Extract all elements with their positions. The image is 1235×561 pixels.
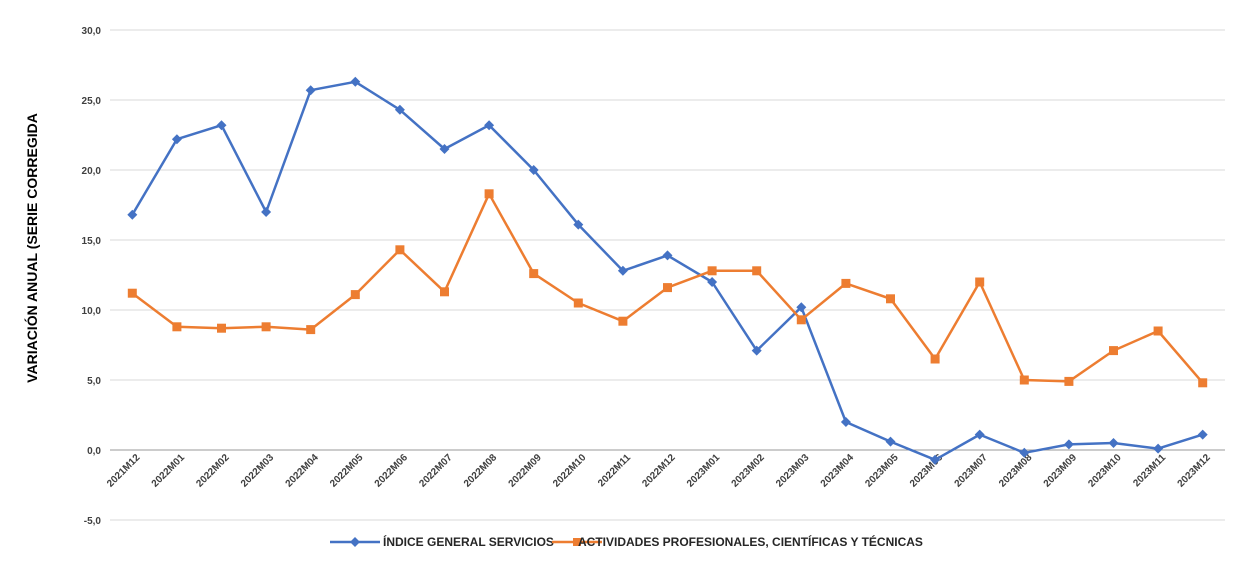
data-point-square: [930, 354, 940, 364]
data-point-square: [573, 298, 583, 308]
data-point-square: [796, 315, 806, 325]
y-tick-label: 10,0: [82, 306, 102, 317]
y-tick-label: 15,0: [82, 236, 102, 247]
data-point-square: [752, 266, 762, 276]
data-point-diamond: [930, 454, 941, 465]
x-tick-label: 2023M04: [819, 452, 857, 490]
data-point-diamond: [1108, 438, 1119, 448]
data-point-diamond: [484, 120, 495, 131]
x-tick-label: 2022M05: [328, 452, 366, 490]
data-point-diamond: [216, 120, 227, 131]
legend-label: ÍNDICE GENERAL SERVICIOS: [383, 534, 554, 549]
data-point-diamond: [617, 265, 628, 276]
x-tick-label: 2022M01: [150, 452, 188, 490]
data-point-square: [395, 245, 405, 255]
x-tick-label: 2023M09: [1042, 452, 1080, 490]
data-point-square: [306, 325, 316, 335]
data-point-square: [841, 278, 851, 288]
data-point-diamond: [573, 219, 584, 230]
series-line: [131, 80, 1204, 462]
x-tick-label: 2023M05: [863, 452, 901, 490]
legend-label: ACTIVIDADES PROFESIONALES, CIENTÍFICAS Y…: [578, 534, 923, 549]
legend-marker-square: [573, 538, 581, 546]
data-point-diamond: [305, 85, 316, 96]
data-point-square: [1153, 326, 1163, 336]
data-point-square: [1019, 375, 1029, 385]
data-point-square: [127, 288, 137, 298]
x-tick-label: 2023M08: [997, 452, 1035, 490]
data-point-square: [886, 294, 895, 304]
x-tick-label: 2022M06: [373, 452, 411, 490]
data-point-diamond: [885, 436, 896, 447]
data-point-square: [261, 322, 271, 332]
data-point-diamond: [662, 250, 673, 261]
legend-item-indice-general: ÍNDICE GENERAL SERVICIOS: [330, 534, 554, 549]
x-tick-label: 2022M08: [462, 452, 500, 490]
data-point-square: [1198, 378, 1208, 388]
data-point-square: [1064, 376, 1074, 386]
x-tick-label: 2023M11: [1131, 452, 1168, 489]
y-tick-label: 0,0: [87, 446, 101, 457]
data-point-diamond: [261, 207, 272, 217]
data-point-square: [217, 323, 226, 333]
gridlines: [110, 29, 1225, 521]
y-tick-label: 20,0: [82, 166, 102, 177]
data-point-diamond: [1197, 429, 1208, 440]
x-tick-label: 2022M11: [596, 452, 633, 489]
x-tick-label: 2023M07: [953, 452, 991, 490]
x-tick-label: 2022M02: [194, 452, 232, 490]
x-tick-label: 2022M04: [284, 452, 322, 490]
series-1: [127, 189, 1208, 388]
data-point-diamond: [350, 76, 361, 87]
data-point-diamond: [394, 104, 405, 115]
x-tick-label: 2022M07: [417, 452, 455, 490]
y-tick-label: 5,0: [87, 376, 101, 387]
data-point-square: [1109, 346, 1118, 356]
y-tick-label: 30,0: [82, 26, 102, 37]
x-tick-label: 2023M01: [685, 452, 723, 490]
data-point-diamond: [840, 417, 851, 427]
data-point-diamond: [1019, 447, 1030, 458]
data-point-diamond: [1153, 443, 1164, 454]
data-point-square: [707, 266, 717, 276]
data-point-diamond: [439, 144, 450, 154]
y-tick-label: 25,0: [82, 96, 102, 107]
x-tick-label: 2023M12: [1176, 452, 1214, 490]
data-point-diamond: [528, 165, 539, 175]
y-axis-ticks: 30,0 25,0 20,0 15,0 10,0 5,0 0,0 -5,0: [82, 26, 102, 527]
legend-marker-diamond: [350, 537, 360, 547]
legend: ÍNDICE GENERAL SERVICIOS ACTIVIDADES PRO…: [330, 534, 923, 549]
x-axis-ticks: 2021M12 2022M01 2022M02 2022M03 2022M04 2022M…: [105, 452, 1213, 490]
data-point-square: [440, 287, 449, 297]
data-point-square: [350, 290, 360, 300]
x-tick-label: 2022M12: [640, 452, 678, 490]
x-tick-label: 2023M03: [774, 452, 812, 490]
data-point-diamond: [796, 302, 807, 313]
data-point-diamond: [1063, 439, 1074, 450]
data-point-square: [663, 283, 672, 293]
data-point-square: [618, 316, 628, 326]
legend-item-actividades-profesionales: ACTIVIDADES PROFESIONALES, CIENTÍFICAS Y…: [552, 534, 923, 549]
data-point-square: [529, 269, 539, 279]
data-point-diamond: [974, 429, 985, 440]
x-tick-label: 2023M10: [1086, 452, 1124, 490]
x-tick-label: 2023M02: [730, 452, 768, 490]
data-point-diamond: [751, 345, 762, 356]
x-tick-label: 2021M12: [105, 452, 143, 490]
data-point-diamond: [127, 209, 138, 220]
data-point-square: [975, 277, 985, 287]
x-tick-label: 2022M09: [507, 452, 545, 490]
series-0: [127, 76, 1208, 465]
y-tick-label: -5,0: [84, 516, 102, 527]
y-axis-label: VARIACIÓN ANUAL (SERIE CORREGIDA: [23, 113, 40, 383]
data-point-diamond: [171, 134, 182, 145]
x-tick-label: 2022M10: [551, 452, 589, 490]
series-lines: [127, 76, 1208, 465]
data-point-diamond: [707, 277, 718, 287]
x-tick-label: 2022M03: [239, 452, 277, 490]
data-point-square: [172, 322, 182, 332]
data-point-square: [484, 189, 494, 199]
